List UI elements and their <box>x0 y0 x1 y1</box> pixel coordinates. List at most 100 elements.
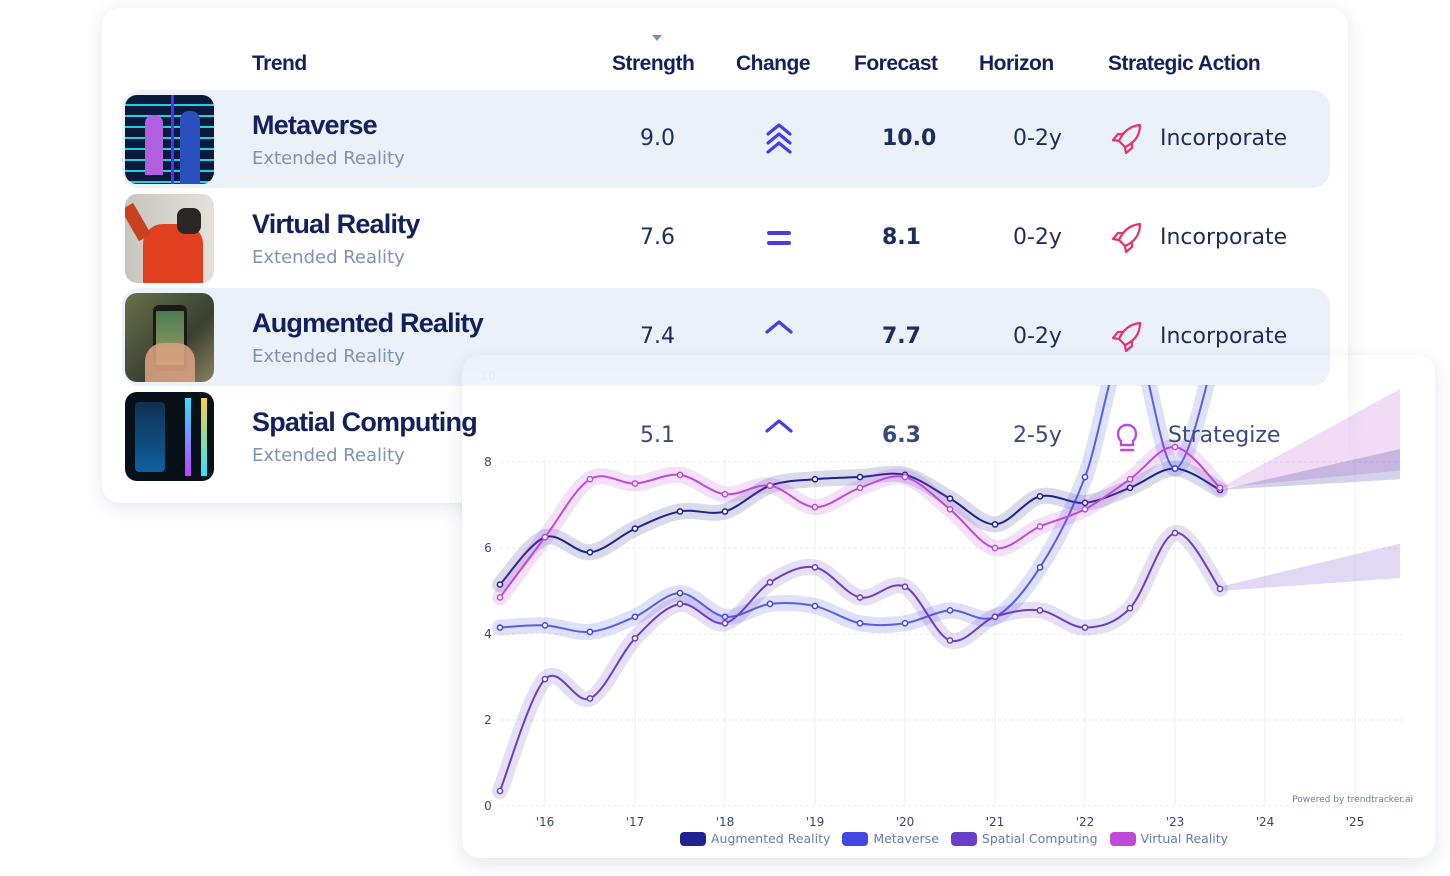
data-point <box>496 787 504 795</box>
forecast-value: 6.3 <box>882 423 921 448</box>
action-label[interactable]: Incorporate <box>1160 324 1288 349</box>
trend-name[interactable]: Metaverse <box>252 110 378 140</box>
equals-icon <box>767 231 791 245</box>
table-row[interactable]: Spatial Computing Extended Reality 5.1 6… <box>122 387 1330 485</box>
x-tick-label: '22 <box>1076 815 1095 829</box>
y-tick-label: 6 <box>484 541 492 555</box>
data-point <box>541 675 549 683</box>
data-point <box>676 471 684 479</box>
header-horizon[interactable]: Horizon <box>979 52 1054 75</box>
data-point <box>991 613 999 621</box>
data-point <box>766 579 774 586</box>
data-point <box>811 475 819 483</box>
chevron-up-icon <box>765 320 793 334</box>
header-change[interactable]: Change <box>736 52 811 75</box>
x-tick-label: '17 <box>626 815 645 829</box>
data-point <box>1171 529 1179 537</box>
trend-thumbnail <box>125 194 214 283</box>
legend-item[interactable]: Metaverse <box>842 831 939 846</box>
data-point <box>766 600 774 608</box>
data-point <box>496 581 504 588</box>
y-tick-label: 8 <box>484 455 492 469</box>
data-point <box>901 583 909 591</box>
header-forecast[interactable]: Forecast <box>854 52 938 75</box>
data-point <box>496 624 504 631</box>
data-point <box>1171 465 1179 472</box>
strength-value: 9.0 <box>640 126 675 151</box>
data-point <box>1216 484 1224 492</box>
forecast-value: 8.1 <box>882 225 921 250</box>
data-point <box>946 495 954 502</box>
data-point <box>721 619 729 627</box>
data-point <box>631 634 639 642</box>
trend-chart-card: '16 '17 '18 '19 '20 '21 '22 '23 '24 '25 0 2 4 6 8 10 Po… <box>462 355 1435 858</box>
data-point <box>1126 484 1134 492</box>
data-point <box>586 548 594 556</box>
trend-category: Extended Reality <box>252 247 405 268</box>
strength-value: 7.6 <box>640 225 675 250</box>
header-trend[interactable]: Trend <box>252 52 307 75</box>
forecast-value: 10.0 <box>882 126 937 151</box>
data-point <box>811 564 819 571</box>
y-tick-label: 4 <box>484 627 492 641</box>
data-point <box>856 619 864 627</box>
trend-thumbnail <box>125 95 214 184</box>
legend-item[interactable]: Augmented Reality <box>680 831 830 846</box>
data-point <box>631 613 639 621</box>
horizon-value: 0-2y <box>1013 324 1062 349</box>
legend-item[interactable]: Spatial Computing <box>950 831 1098 846</box>
x-tick-label: '24 <box>1256 815 1275 829</box>
forecast-band <box>1220 388 1400 488</box>
action-label[interactable]: Incorporate <box>1160 126 1288 151</box>
action-label[interactable]: Strategize <box>1168 423 1281 448</box>
strength-value: 5.1 <box>640 423 675 448</box>
trend-name[interactable]: Augmented Reality <box>252 308 484 338</box>
lightbulb-icon <box>1116 423 1138 452</box>
data-point <box>946 637 954 644</box>
action-label[interactable]: Incorporate <box>1160 225 1288 250</box>
data-point <box>586 695 594 702</box>
data-point <box>676 600 684 608</box>
data-point <box>586 628 594 636</box>
table-row[interactable]: Virtual Reality Extended Reality 7.6 8.1… <box>122 189 1330 287</box>
forecast-value: 7.7 <box>882 324 921 349</box>
trend-name[interactable]: Spatial Computing <box>252 407 478 437</box>
data-point <box>586 475 594 483</box>
data-point <box>676 589 684 597</box>
x-tick-label: '23 <box>1166 815 1185 829</box>
data-point <box>1081 499 1089 507</box>
x-tick-label: '25 <box>1346 815 1365 829</box>
y-tick-label: 2 <box>484 713 492 727</box>
data-point <box>901 619 909 627</box>
table-row[interactable]: Metaverse Extended Reality 9.0 10.0 0-2y… <box>122 90 1330 188</box>
header-strength[interactable]: Strength <box>612 52 695 75</box>
series-line <box>499 531 1221 792</box>
data-point <box>1036 607 1044 614</box>
header-strategic-action[interactable]: Strategic Action <box>1108 52 1261 75</box>
data-point <box>631 525 639 532</box>
data-point <box>946 607 954 614</box>
trend-name[interactable]: Virtual Reality <box>252 209 420 239</box>
data-point <box>631 480 639 487</box>
forecast-band <box>1220 543 1400 591</box>
data-point <box>676 508 684 515</box>
data-point <box>811 503 819 511</box>
attribution[interactable]: Powered by trendtracker.ai <box>1292 795 1413 805</box>
x-tick-label: '18 <box>716 815 735 829</box>
chevron-up-icon <box>765 419 793 433</box>
legend-item[interactable]: Virtual Reality <box>1109 831 1228 846</box>
legend-label: Augmented Reality <box>711 831 831 846</box>
trend-table-card: Trend Strength Change Forecast Horizon S… <box>102 8 1348 503</box>
y-tick-label: 0 <box>484 799 492 813</box>
data-point <box>856 484 864 492</box>
data-point <box>1081 624 1089 631</box>
data-point <box>541 622 549 629</box>
data-point <box>541 533 549 541</box>
data-point <box>721 508 729 515</box>
sort-desc-icon[interactable] <box>652 35 662 41</box>
data-point <box>991 544 999 552</box>
legend-swatch <box>1109 831 1136 846</box>
x-tick-label: '16 <box>536 815 555 829</box>
data-point <box>496 594 504 601</box>
horizon-value: 0-2y <box>1013 225 1062 250</box>
